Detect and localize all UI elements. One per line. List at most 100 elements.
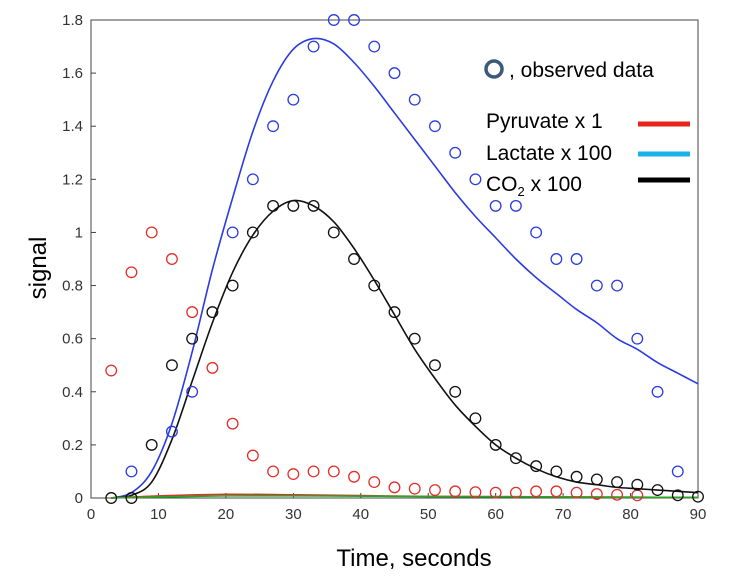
pyruvate-point bbox=[449, 485, 462, 498]
y-axis-ticks: 0 0.2 0.4 0.6 0.8 1 1.2 1.4 1.6 1.8 bbox=[62, 12, 96, 507]
y-axis-label: signal bbox=[25, 237, 52, 300]
y-tick-label: 0 bbox=[75, 490, 83, 507]
co2-point bbox=[550, 465, 563, 478]
pyruvate-point bbox=[348, 470, 360, 483]
pyruvate-point bbox=[530, 485, 543, 498]
co2-point bbox=[429, 359, 441, 372]
co2-point bbox=[631, 478, 644, 491]
x-tick-label: 30 bbox=[285, 506, 302, 523]
legend-label-pyruvate: Pyruvate x 1 bbox=[486, 110, 603, 133]
co2-point bbox=[145, 438, 158, 451]
co2-point bbox=[509, 452, 522, 465]
x-tick-label: 40 bbox=[352, 506, 369, 523]
lactate-point bbox=[408, 93, 421, 106]
lactate-point bbox=[226, 226, 239, 239]
pyruvate-point bbox=[388, 481, 401, 494]
pyruvate-point bbox=[469, 486, 482, 499]
co2-point bbox=[449, 385, 462, 398]
pyruvate-point bbox=[550, 485, 563, 498]
lactate-point bbox=[348, 14, 360, 26]
y-tick-label: 0.8 bbox=[62, 278, 83, 295]
legend-observed-label: , observed data bbox=[509, 59, 654, 82]
y-tick-label: 1.6 bbox=[62, 65, 83, 82]
lactate-point bbox=[671, 465, 684, 478]
co2-point bbox=[206, 306, 219, 319]
observed-points bbox=[105, 14, 704, 504]
lactate-point bbox=[287, 93, 300, 106]
legend-label-lactate: Lactate x 100 bbox=[486, 142, 612, 165]
pyruvate-point bbox=[165, 253, 178, 265]
pyruvate-point bbox=[105, 364, 118, 377]
lactate-point bbox=[611, 279, 624, 292]
lactate-point bbox=[550, 253, 563, 265]
x-axis-ticks: 0 10 20 30 40 50 60 70 80 90 bbox=[87, 493, 706, 523]
legend-observed-marker bbox=[484, 59, 504, 79]
co2-point bbox=[408, 332, 421, 345]
co2-point bbox=[105, 492, 118, 504]
co2-point bbox=[489, 438, 502, 451]
co2-point bbox=[692, 490, 704, 503]
co2-point bbox=[611, 476, 624, 489]
co2-point bbox=[226, 279, 239, 292]
pyruvate-point bbox=[509, 486, 522, 499]
co2-point bbox=[590, 473, 603, 486]
lactate-point bbox=[509, 199, 522, 212]
y-tick-label: 1 bbox=[75, 224, 83, 241]
lactate-point bbox=[368, 40, 381, 53]
y-tick-label: 0.2 bbox=[62, 437, 83, 454]
pyruvate-point bbox=[186, 306, 199, 319]
y-tick-label: 1.8 bbox=[62, 12, 83, 29]
x-tick-label: 80 bbox=[622, 506, 639, 523]
x-tick-label: 70 bbox=[555, 506, 572, 523]
lactate-component-fit-line bbox=[111, 494, 699, 499]
pyruvate-point bbox=[307, 465, 320, 478]
y-tick-label: 0.4 bbox=[62, 384, 83, 401]
x-tick-label: 10 bbox=[150, 506, 167, 523]
lactate-point bbox=[469, 173, 482, 186]
co2-point bbox=[388, 306, 401, 319]
pyruvate-point bbox=[327, 465, 340, 478]
pyruvate-point bbox=[206, 361, 219, 374]
legend-label-co2: CO2 x 100 bbox=[486, 173, 582, 199]
pyruvate-point bbox=[125, 266, 138, 279]
lactate-point bbox=[449, 146, 462, 159]
pyruvate-point bbox=[611, 488, 624, 501]
y-tick-label: 0.6 bbox=[62, 331, 83, 348]
co2-point bbox=[165, 359, 178, 372]
lactate-point bbox=[186, 385, 199, 398]
lactate-point bbox=[590, 279, 603, 292]
lactate-point bbox=[489, 199, 502, 212]
pyruvate-point bbox=[429, 484, 441, 496]
co2-point bbox=[246, 226, 259, 239]
pyruvate-point bbox=[570, 486, 583, 499]
x-axis-label: Time, seconds bbox=[336, 545, 491, 572]
co2-point bbox=[671, 489, 684, 502]
lactate-point bbox=[246, 173, 259, 186]
co2-point bbox=[651, 484, 664, 496]
co2-point bbox=[186, 332, 199, 345]
pyruvate-point bbox=[145, 226, 158, 239]
lactate-point bbox=[165, 425, 178, 438]
lactate-point bbox=[429, 120, 441, 133]
x-tick-label: 20 bbox=[218, 506, 235, 523]
co2-point bbox=[327, 226, 340, 239]
x-tick-label: 60 bbox=[487, 506, 504, 523]
y-tick-label: 1.4 bbox=[62, 118, 83, 135]
plot-frame bbox=[90, 19, 699, 499]
co2-point bbox=[530, 460, 543, 473]
co2-point bbox=[348, 253, 360, 265]
co2-point bbox=[125, 492, 138, 504]
lactate-point bbox=[327, 14, 340, 26]
pyruvate-point bbox=[226, 417, 239, 430]
lactate-point bbox=[125, 465, 138, 478]
legend: , observed data Pyruvate x 1 Lactate x 1… bbox=[484, 59, 690, 199]
x-tick-label: 0 bbox=[87, 506, 95, 523]
co2-point bbox=[469, 412, 482, 425]
lactate-point bbox=[631, 332, 644, 345]
pyruvate-point bbox=[287, 468, 300, 481]
lactate-point bbox=[388, 67, 401, 80]
co2-point bbox=[287, 199, 300, 212]
pyruvate-point bbox=[246, 449, 259, 462]
lactate-fit-line bbox=[111, 37, 699, 499]
